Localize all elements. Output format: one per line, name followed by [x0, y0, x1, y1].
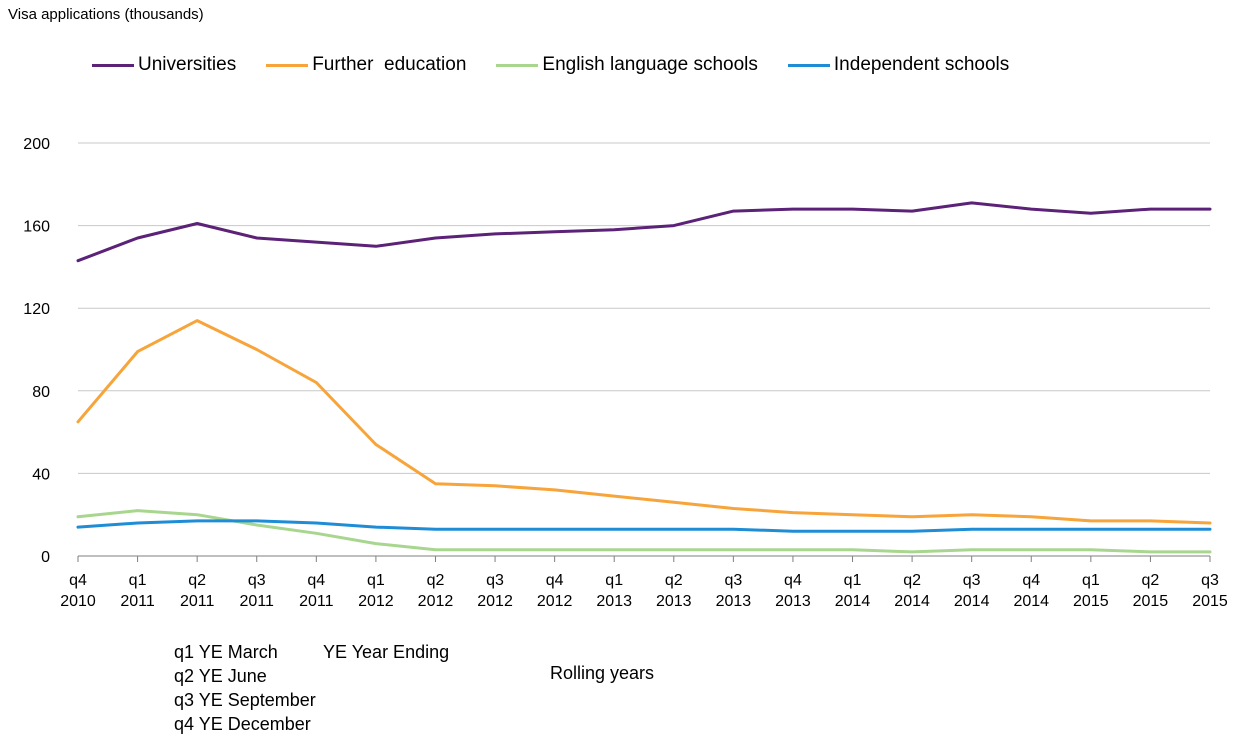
- y-tick-label-120: 120: [23, 301, 50, 318]
- x-tick-label-1: q1 2011: [120, 572, 155, 610]
- legend-label-english-language-schools: English language schools: [542, 54, 758, 75]
- x-tick-label-8: q4 2012: [537, 572, 573, 610]
- note-q1: q1 YE March: [174, 642, 278, 662]
- x-tick-label-16: q4 2014: [1013, 572, 1049, 610]
- chart-title: Visa applications (thousands): [8, 6, 204, 23]
- legend-item-english-language-schools: English language schools: [496, 54, 758, 76]
- x-tick-label-15: q3 2014: [954, 572, 990, 610]
- x-tick-label-6: q2 2012: [418, 572, 454, 610]
- x-tick-label-12: q4 2013: [775, 572, 811, 610]
- x-tick-label-11: q3 2013: [716, 572, 752, 610]
- x-tick-label-0: q4 2010: [60, 572, 96, 610]
- x-tick-label-10: q2 2013: [656, 572, 692, 610]
- legend-label-universities: Universities: [138, 54, 237, 75]
- legend-swatch-independent-schools: [787, 63, 830, 67]
- legend-label-independent-schools: Independent schools: [833, 54, 1010, 75]
- series-line-english-language-schools: [76, 509, 1212, 554]
- y-tick-label-80: 80: [32, 384, 50, 401]
- series-line-universities: [76, 201, 1212, 263]
- x-tick-label-19: q3 2015: [1192, 572, 1228, 610]
- legend-swatch-english-language-schools: [496, 63, 539, 67]
- legend-item-independent-schools: Independent schools: [787, 54, 1010, 76]
- x-tick-label-3: q3 2011: [240, 572, 275, 610]
- note-year-ending: YE Year Ending: [323, 642, 450, 662]
- y-tick-label-200: 200: [23, 136, 50, 153]
- x-tick-label-2: q2 2011: [180, 572, 215, 610]
- legend-swatch-universities: [92, 63, 134, 67]
- legend-item-further-education: Further education: [266, 54, 466, 76]
- note-q4: q4 YE December: [174, 714, 311, 734]
- y-tick-label-0: 0: [41, 549, 50, 566]
- quarter-notes: q1 YE March q2 YE June q3 YE September q…: [174, 640, 316, 736]
- x-tick-label-14: q2 2014: [894, 572, 930, 610]
- note-q3: q3 YE September: [174, 690, 316, 710]
- x-tick-label-13: q1 2014: [835, 572, 871, 610]
- note-q2: q2 YE June: [174, 666, 267, 686]
- legend-swatch-further-education: [266, 63, 309, 67]
- legend-item-universities: Universities: [92, 54, 236, 76]
- x-tick-label-4: q4 2011: [299, 572, 334, 610]
- x-axis-label: Rolling years: [550, 663, 655, 683]
- series-line-independent-schools: [76, 519, 1212, 533]
- x-tick-label-17: q1 2015: [1073, 572, 1109, 610]
- x-tick-label-18: q2 2015: [1133, 572, 1169, 610]
- series-line-further-education: [76, 319, 1212, 525]
- x-tick-label-5: q1 2012: [358, 572, 394, 610]
- x-tick-label-7: q3 2012: [477, 572, 513, 610]
- y-tick-label-40: 40: [32, 466, 50, 483]
- x-tick-label-9: q1 2013: [596, 572, 632, 610]
- legend: Universities Further education English l…: [92, 52, 1039, 78]
- y-tick-label-160: 160: [23, 219, 50, 236]
- legend-label-further-education: Further education: [312, 54, 467, 75]
